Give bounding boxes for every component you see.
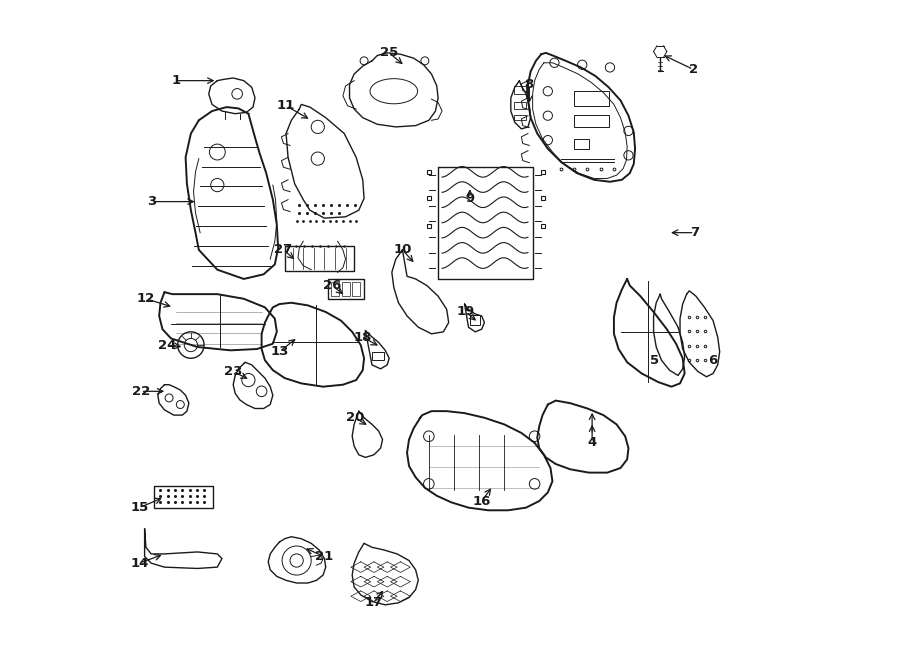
Bar — [352, 282, 360, 296]
Bar — [372, 352, 384, 360]
Text: 19: 19 — [456, 305, 475, 319]
Text: 17: 17 — [364, 596, 382, 609]
Text: 4: 4 — [588, 436, 597, 449]
Text: 20: 20 — [346, 411, 364, 424]
Bar — [342, 282, 349, 296]
Text: 18: 18 — [354, 330, 372, 344]
Bar — [154, 486, 213, 508]
Text: 13: 13 — [270, 345, 289, 358]
Bar — [470, 315, 480, 325]
Text: 5: 5 — [651, 354, 660, 367]
Text: 24: 24 — [158, 338, 176, 352]
Text: 21: 21 — [315, 550, 334, 563]
Text: 11: 11 — [277, 99, 295, 112]
Text: 14: 14 — [130, 557, 148, 570]
Bar — [514, 86, 526, 94]
Text: 23: 23 — [224, 365, 242, 378]
Text: 9: 9 — [465, 192, 474, 205]
Text: 15: 15 — [130, 501, 148, 514]
Text: 7: 7 — [690, 226, 699, 239]
Text: 3: 3 — [147, 195, 156, 208]
Bar — [331, 282, 339, 296]
Text: 1: 1 — [171, 74, 180, 87]
Bar — [514, 102, 526, 109]
Text: 2: 2 — [688, 63, 698, 76]
Text: 16: 16 — [472, 494, 490, 508]
Text: 12: 12 — [137, 292, 155, 305]
Bar — [284, 246, 355, 271]
Bar — [514, 115, 526, 120]
Text: 27: 27 — [274, 243, 292, 256]
Text: 25: 25 — [380, 46, 399, 59]
Bar — [328, 279, 364, 299]
Text: 10: 10 — [393, 243, 411, 256]
Text: 26: 26 — [323, 279, 341, 292]
Text: 22: 22 — [131, 385, 149, 398]
Bar — [574, 139, 589, 149]
Text: 6: 6 — [708, 354, 717, 367]
Bar — [574, 91, 608, 106]
Bar — [574, 115, 608, 127]
Text: 8: 8 — [525, 78, 534, 91]
